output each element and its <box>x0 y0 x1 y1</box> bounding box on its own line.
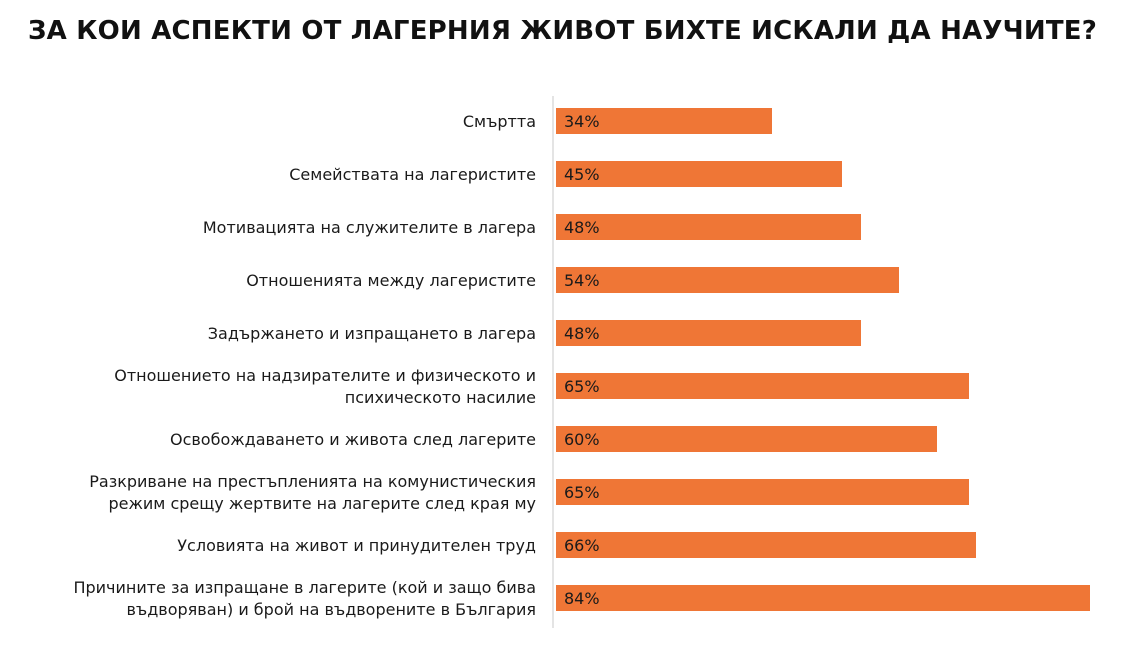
value-label-3: 48% <box>564 218 600 237</box>
category-label-4: Отношенията между лагеристите <box>246 271 536 290</box>
bar-10 <box>556 585 1090 611</box>
category-label-8-line-2: режим срещу жертвите на лагерите след кр… <box>108 494 536 513</box>
category-label-5: Задържането и изпращането в лагера <box>208 324 536 343</box>
category-label-8-line-1: Разкриване на престъпленията на комунист… <box>89 472 536 491</box>
category-label-10-line-2: въдворяван) и брой на въдворените в Бълг… <box>127 600 537 619</box>
category-label-7: Освобождаването и живота след лагерите <box>170 430 536 449</box>
bars-group <box>556 108 1090 611</box>
value-label-6: 65% <box>564 377 600 396</box>
bar-1 <box>556 108 772 134</box>
bar-7 <box>556 426 937 452</box>
value-label-9: 66% <box>564 536 600 555</box>
bar-5 <box>556 320 861 346</box>
bar-6 <box>556 373 969 399</box>
bar-2 <box>556 161 842 187</box>
value-label-2: 45% <box>564 165 600 184</box>
category-label-6-line-2: психическото насилие <box>345 388 536 407</box>
category-label-6-line-1: Отношението на надзирателите и физическо… <box>114 366 536 385</box>
value-label-1: 34% <box>564 112 600 131</box>
category-label-3: Мотивацията на служителите в лагера <box>203 218 536 237</box>
category-label-1: Смъртта <box>463 112 536 131</box>
value-label-7: 60% <box>564 430 600 449</box>
value-label-5: 48% <box>564 324 600 343</box>
value-label-4: 54% <box>564 271 600 290</box>
bar-9 <box>556 532 976 558</box>
value-labels-group: 34% 45% 48% 54% 48% 65% 60% 65% 66% 84% <box>564 112 600 608</box>
category-label-2: Семействата на лагеристите <box>289 165 536 184</box>
bar-8 <box>556 479 969 505</box>
chart-title: ЗА КОИ АСПЕКТИ ОТ ЛАГЕРНИЯ ЖИВОТ БИХТЕ И… <box>27 16 1097 46</box>
category-label-10-line-1: Причините за изпращане в лагерите (кой и… <box>73 578 536 597</box>
value-label-8: 65% <box>564 483 600 502</box>
category-labels-group: Смъртта Семействата на лагеристите Мотивац… <box>73 112 536 619</box>
value-label-10: 84% <box>564 589 600 608</box>
category-label-9: Условията на живот и принудителен труд <box>177 536 536 555</box>
bar-3 <box>556 214 861 240</box>
bar-4 <box>556 267 899 293</box>
